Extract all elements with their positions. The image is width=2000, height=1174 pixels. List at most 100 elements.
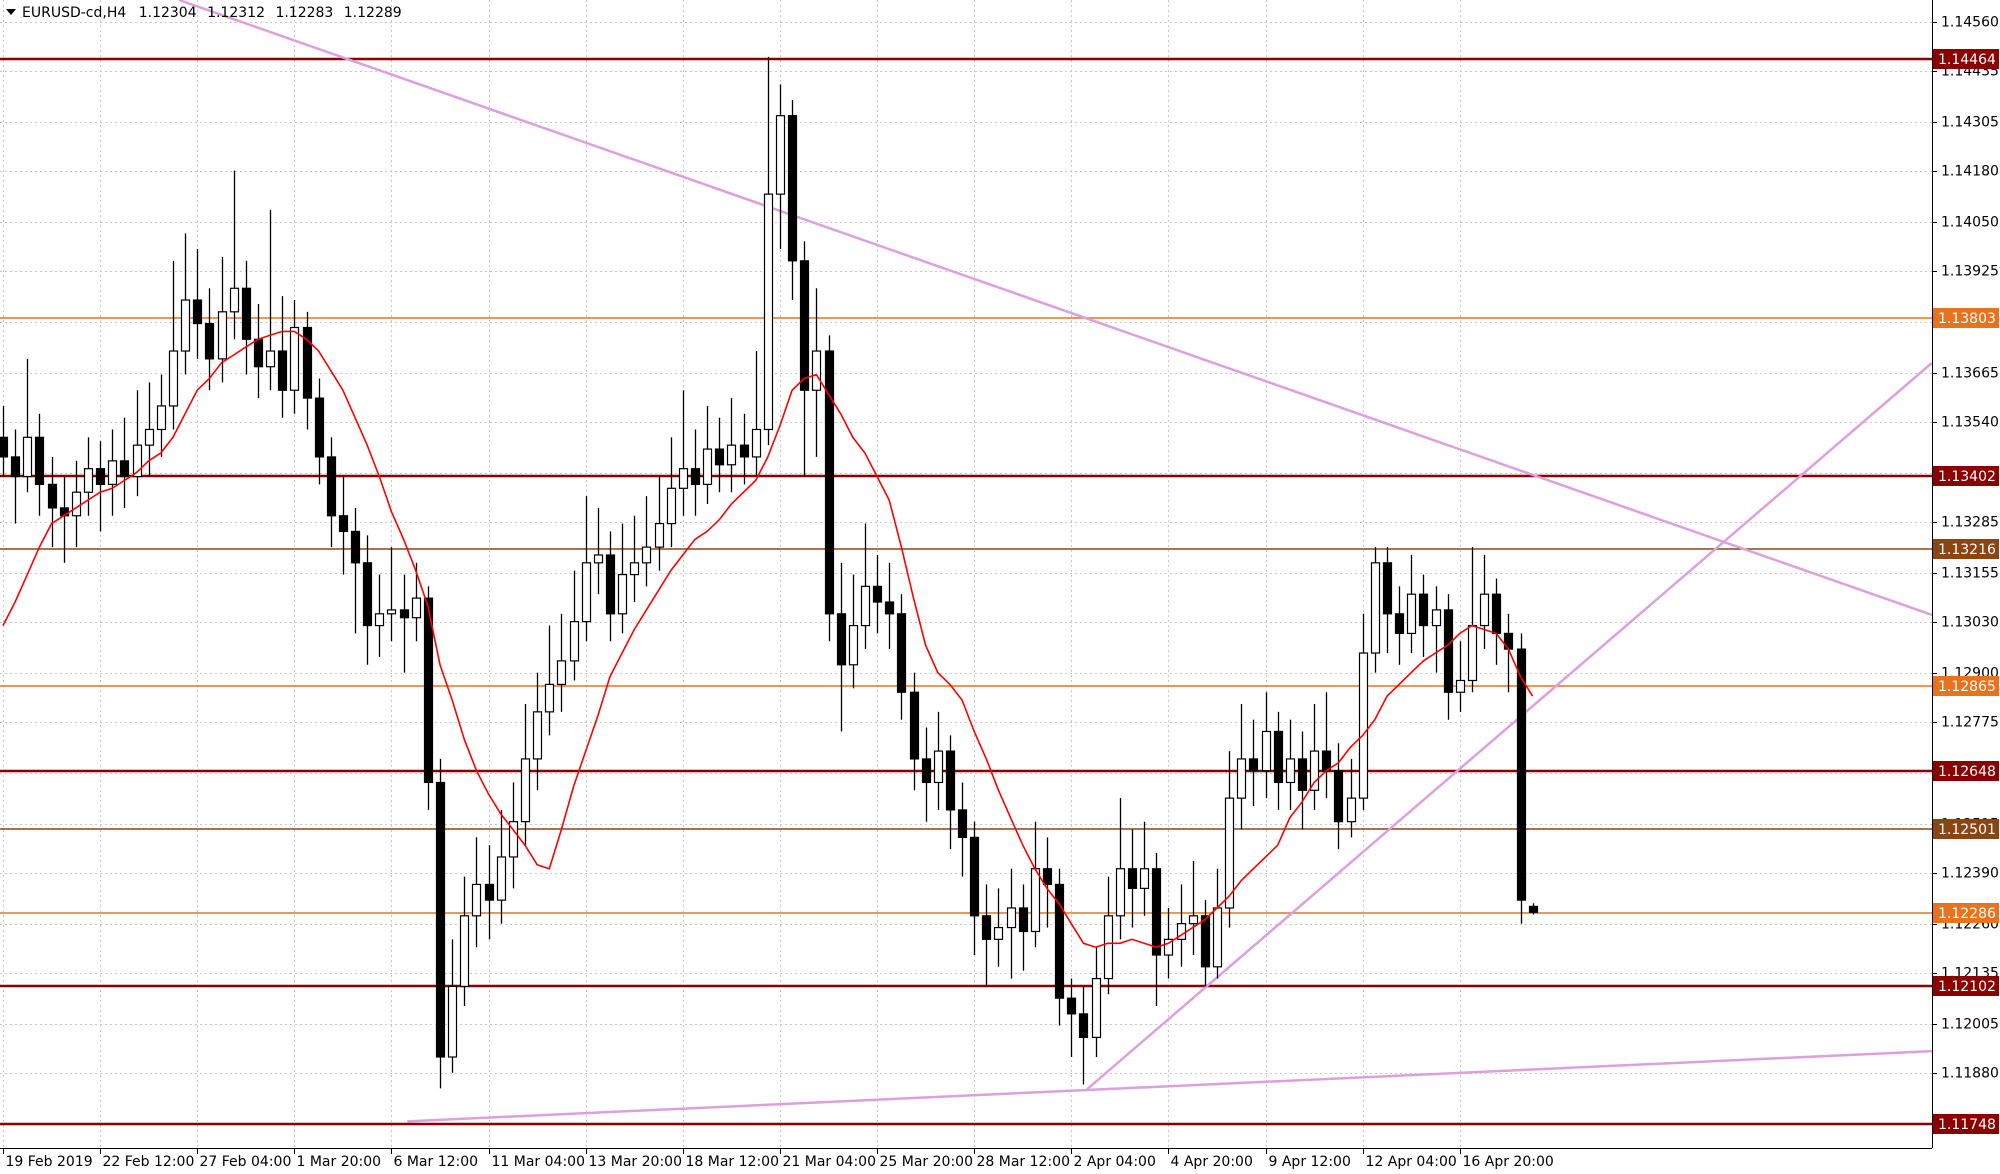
candle-body: [144, 428, 155, 446]
x-tick-label: 22 Feb 12:00: [103, 1154, 195, 1170]
candle-body: [447, 985, 458, 1058]
candle-body: [399, 609, 410, 619]
candle-body: [933, 750, 944, 784]
candle-body: [569, 621, 580, 662]
candle-body: [374, 613, 385, 627]
candle-body: [1455, 679, 1466, 693]
candle-body: [1115, 868, 1126, 917]
x-tick-label: 6 Mar 12:00: [394, 1154, 479, 1170]
candles: [0, 56, 1539, 1089]
candle-body: [459, 915, 470, 988]
candle-body: [556, 660, 567, 686]
candle-body: [423, 597, 434, 784]
trendline: [1086, 361, 1932, 1091]
candle-body: [1188, 915, 1199, 925]
candle-body: [848, 624, 859, 666]
x-tick-label: 19 Feb 2019: [6, 1154, 93, 1170]
candle-body: [1151, 868, 1162, 956]
level-tag: [1933, 819, 1999, 839]
candle-body: [520, 758, 531, 823]
level-tag-label: 1.14464: [1938, 52, 1996, 68]
candle-body: [1054, 883, 1065, 999]
candle-body: [1030, 868, 1041, 933]
candle-body: [1285, 758, 1296, 784]
candle-body: [1491, 593, 1502, 635]
candle-body: [1443, 609, 1454, 693]
candle-body: [1467, 624, 1478, 682]
x-tick-label: 18 Mar 12:00: [686, 1154, 779, 1170]
y-tick-label: 1.12005: [1941, 1017, 1999, 1033]
candle-body: [132, 444, 143, 478]
candle-body: [1236, 758, 1247, 799]
x-tick-label: 1 Mar 20:00: [297, 1154, 382, 1170]
candle-body: [496, 856, 507, 901]
candle-body: [1261, 730, 1272, 772]
candle-body: [726, 444, 737, 466]
candle-body: [362, 562, 373, 627]
level-tag-label: 1.12102: [1938, 979, 1996, 995]
y-tick-label: 1.14180: [1941, 164, 1999, 180]
candle-body: [1394, 613, 1405, 635]
candle-body: [751, 428, 762, 458]
candle-body: [1248, 758, 1259, 772]
candle-body: [180, 299, 191, 352]
candle-body: [1297, 758, 1308, 791]
candle-body: [836, 613, 847, 666]
candle-body: [532, 711, 543, 760]
level-tag-label: 1.12648: [1938, 764, 1996, 780]
candle-body: [641, 546, 652, 564]
levels: [0, 57, 1932, 1126]
candle-body: [1078, 1013, 1089, 1038]
candle-body: [83, 468, 94, 493]
candle-body: [302, 326, 313, 399]
candle-body: [471, 883, 482, 917]
candle-body: [95, 468, 106, 485]
candle-body: [386, 609, 397, 615]
candle-body: [617, 573, 628, 615]
candle-body: [192, 299, 203, 325]
candle-body: [605, 554, 616, 615]
candle-body: [107, 460, 118, 485]
moving-average: [2, 330, 1534, 949]
candle-body: [1321, 750, 1332, 772]
candle-body: [921, 758, 932, 784]
candle-body: [824, 350, 835, 615]
candle-body: [629, 562, 640, 576]
candle-body: [1018, 907, 1029, 933]
level-tag-label: 1.11748: [1938, 1117, 1996, 1133]
candle-body: [993, 926, 1004, 940]
candle-body: [787, 115, 798, 262]
candle-body: [265, 350, 276, 368]
level-tag: [1933, 308, 1999, 328]
candle-body: [411, 597, 422, 619]
candle-body: [1370, 562, 1381, 654]
candle-body: [884, 601, 895, 615]
y-tick-label: 1.13285: [1941, 515, 1999, 531]
candle-body: [1127, 868, 1138, 889]
candle-body: [241, 287, 252, 340]
candle-body: [714, 448, 725, 466]
candle-body: [1224, 797, 1235, 909]
candle-body: [338, 515, 349, 533]
candle-body: [1163, 938, 1174, 956]
candle-body: [1346, 797, 1357, 823]
level-tag-label: 1.13402: [1938, 469, 1996, 485]
x-tick-label: 21 Mar 04:00: [783, 1154, 876, 1170]
candle-body: [909, 691, 920, 760]
last-close: 1.12289: [344, 5, 402, 21]
candle-body: [1479, 593, 1490, 627]
candle-body: [799, 260, 810, 391]
candle-body: [484, 883, 495, 901]
candle-body: [1212, 907, 1223, 968]
candle-body: [581, 562, 592, 623]
candle-body: [1358, 652, 1369, 799]
candle-body: [1091, 977, 1102, 1038]
y-tick-label: 1.13665: [1941, 366, 1999, 382]
last-open: 1.12304: [139, 5, 197, 21]
y-tick-label: 1.12390: [1941, 866, 1999, 882]
candle-body: [969, 836, 980, 917]
candle-body: [678, 468, 689, 489]
level-tag-label: 1.12286: [1938, 906, 1996, 922]
